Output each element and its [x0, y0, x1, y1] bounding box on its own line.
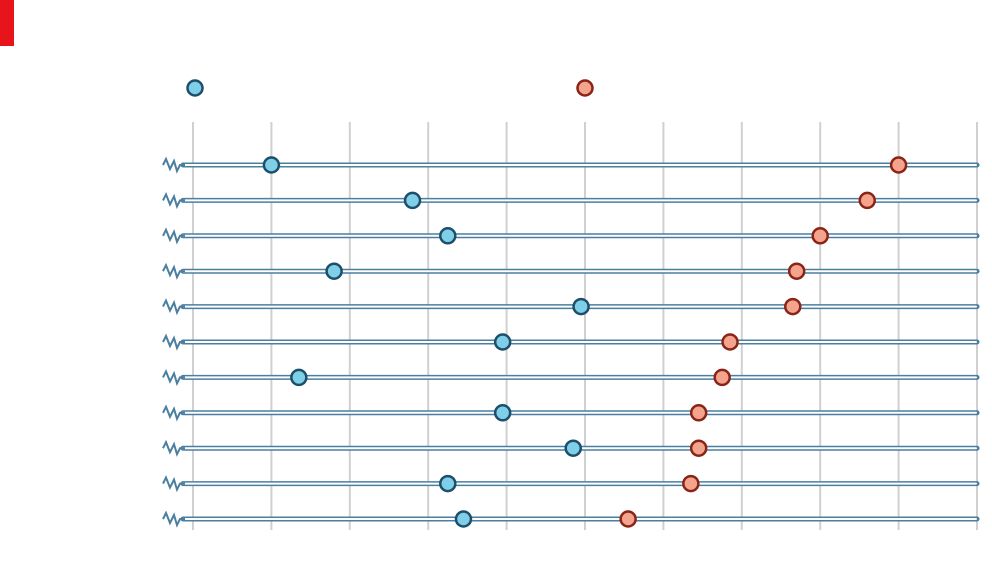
data-point-series-2: [811, 227, 829, 245]
data-point-series-2: [689, 439, 708, 457]
data-point-series-2: [713, 368, 731, 387]
axis-break-mark: [162, 191, 185, 210]
axis-break-mark: [162, 298, 185, 316]
data-point-series-1: [403, 191, 422, 210]
data-point-series-1: [564, 439, 582, 457]
axis-break-mark: [162, 156, 185, 174]
data-point-series-2: [889, 156, 908, 174]
data-point-series-1: [325, 262, 343, 280]
data-point-series-2: [689, 404, 708, 422]
data-point-series-2: [784, 297, 802, 316]
axis-break-mark: [162, 439, 185, 457]
axis-break-mark: [162, 333, 185, 351]
legend: [186, 79, 594, 97]
axis-break-mark: [162, 475, 185, 493]
data-point-series-1: [572, 297, 590, 316]
data-point-series-1: [439, 474, 457, 493]
data-point-series-1: [493, 404, 512, 422]
axis-break-mark: [162, 404, 185, 422]
axis-break-mark: [162, 368, 185, 387]
axis-break-mark: [162, 262, 185, 280]
data-point-series-2: [619, 510, 637, 528]
accent-bar: [0, 0, 14, 46]
data-point-series-2: [682, 474, 700, 493]
legend-marker-series-1: [186, 79, 204, 97]
gridlines: [192, 122, 978, 530]
legend-marker-series-2: [576, 79, 594, 97]
data-point-series-1: [493, 333, 512, 351]
data-point-series-2: [787, 262, 806, 280]
data-point-series-2: [858, 191, 876, 210]
axis-break-mark: [162, 227, 185, 245]
data-point-series-2: [721, 333, 739, 351]
data-point-series-1: [439, 227, 457, 245]
data-point-series-1: [454, 510, 473, 528]
axis-break-mark: [162, 510, 185, 528]
chart-rows: [162, 156, 980, 528]
data-point-series-1: [262, 156, 281, 174]
data-point-series-1: [290, 368, 308, 387]
